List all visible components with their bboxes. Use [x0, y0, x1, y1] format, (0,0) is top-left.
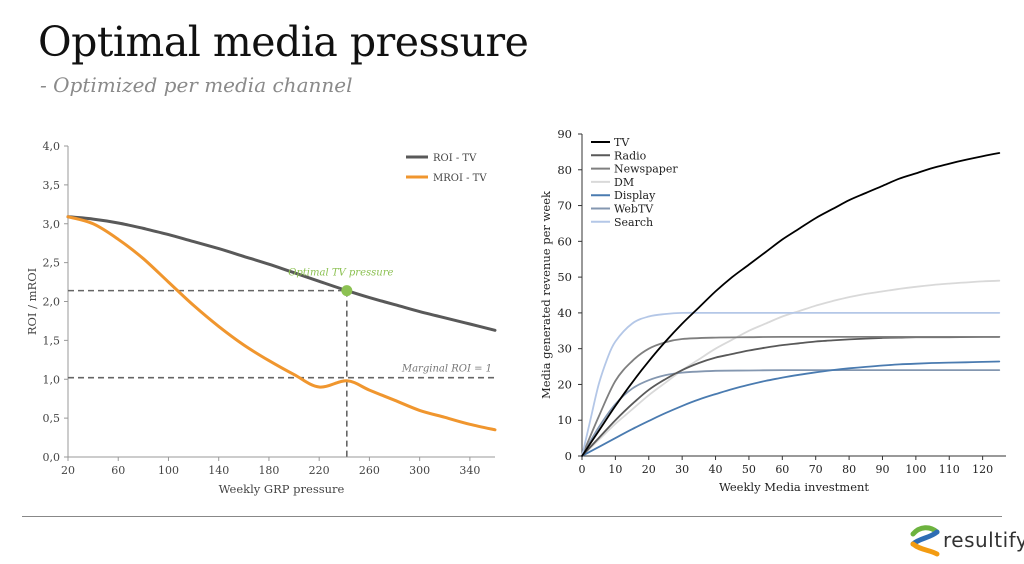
y-tick-label: 70 [557, 199, 572, 213]
x-tick-label: 260 [359, 464, 380, 477]
y-axis-title: ROI / mROI [25, 268, 39, 335]
series-line-roi-tv [66, 215, 497, 332]
series-line-mroi-tv [66, 215, 497, 432]
x-tick-label: 50 [742, 463, 756, 476]
legend-label-search: Search [614, 216, 653, 229]
x-tick-label: 20 [61, 464, 75, 477]
y-tick-label: 4,0 [43, 140, 61, 153]
x-axis-title: Weekly Media investment [719, 480, 869, 494]
x-tick-label: 60 [775, 463, 789, 476]
series-line-dm [581, 279, 1001, 457]
y-tick-label: 2,0 [43, 296, 61, 309]
x-tick-label: 220 [309, 464, 330, 477]
series-line-webtv [581, 369, 1001, 457]
legend-label-display: Display [614, 189, 656, 202]
series-line-radio [581, 335, 1001, 457]
series-line-display [581, 360, 1001, 457]
y-tick-label: 80 [557, 163, 572, 177]
legend-label-radio: Radio [614, 149, 647, 162]
x-tick-label: 10 [608, 463, 622, 476]
x-tick-label: 100 [158, 464, 179, 477]
page-subtitle: - Optimized per media channel [40, 73, 353, 97]
x-tick-label: 140 [208, 464, 229, 477]
x-tick-label: 180 [258, 464, 279, 477]
y-tick-label: 0 [565, 449, 572, 463]
y-axis-title: Media generated revenue per week [539, 190, 553, 399]
x-tick-label: 300 [409, 464, 430, 477]
x-tick-label: 100 [905, 463, 926, 476]
x-tick-label: 80 [842, 463, 856, 476]
logo-mark-icon [910, 525, 940, 557]
y-tick-label: 3,5 [43, 179, 61, 192]
x-axis-title: Weekly GRP pressure [219, 482, 345, 496]
x-tick-label: 60 [111, 464, 125, 477]
legend-label-newspaper: Newspaper [614, 163, 678, 176]
legend-label-roi-tv: ROI - TV [433, 153, 477, 164]
legend-label-dm: DM [614, 176, 634, 189]
page-title: Optimal media pressure [38, 18, 529, 66]
x-tick-label: 110 [939, 463, 960, 476]
footer-divider [22, 516, 1002, 517]
x-tick-label: 20 [642, 463, 656, 476]
x-tick-label: 90 [875, 463, 889, 476]
x-tick-label: 0 [579, 463, 586, 476]
x-tick-label: 340 [459, 464, 480, 477]
x-tick-label: 120 [972, 463, 993, 476]
legend-label-tv: TV [614, 136, 630, 149]
y-tick-label: 30 [557, 342, 572, 356]
logo-text: resultify [943, 528, 1024, 552]
optimal-point-marker [341, 285, 353, 297]
y-tick-label: 20 [557, 377, 572, 391]
legend-label-webtv: WebTV [614, 203, 654, 216]
legend-label-mroi-tv: MROI - TV [433, 173, 487, 184]
marginal-roi-label: Marginal ROI = 1 [401, 364, 492, 375]
y-tick-label: 60 [557, 234, 572, 248]
x-tick-label: 70 [809, 463, 823, 476]
series-line-search [581, 311, 1001, 457]
y-tick-label: 0,0 [43, 451, 61, 464]
x-tick-label: 30 [675, 463, 689, 476]
y-tick-label: 0,5 [43, 412, 61, 425]
y-tick-label: 2,5 [43, 257, 61, 270]
y-tick-label: 1,5 [43, 334, 61, 347]
y-tick-label: 50 [557, 270, 572, 284]
x-tick-label: 40 [709, 463, 723, 476]
y-tick-label: 10 [557, 413, 572, 427]
y-tick-label: 90 [557, 127, 572, 141]
y-tick-label: 3,0 [43, 218, 61, 231]
optimal-pressure-label: Optimal TV pressure [288, 268, 393, 279]
resultify-logo: resultify [910, 524, 1024, 558]
y-tick-label: 1,0 [43, 373, 61, 386]
y-tick-label: 40 [557, 306, 572, 320]
series-line-newspaper [581, 335, 1001, 457]
series-line-tv [581, 152, 1001, 457]
